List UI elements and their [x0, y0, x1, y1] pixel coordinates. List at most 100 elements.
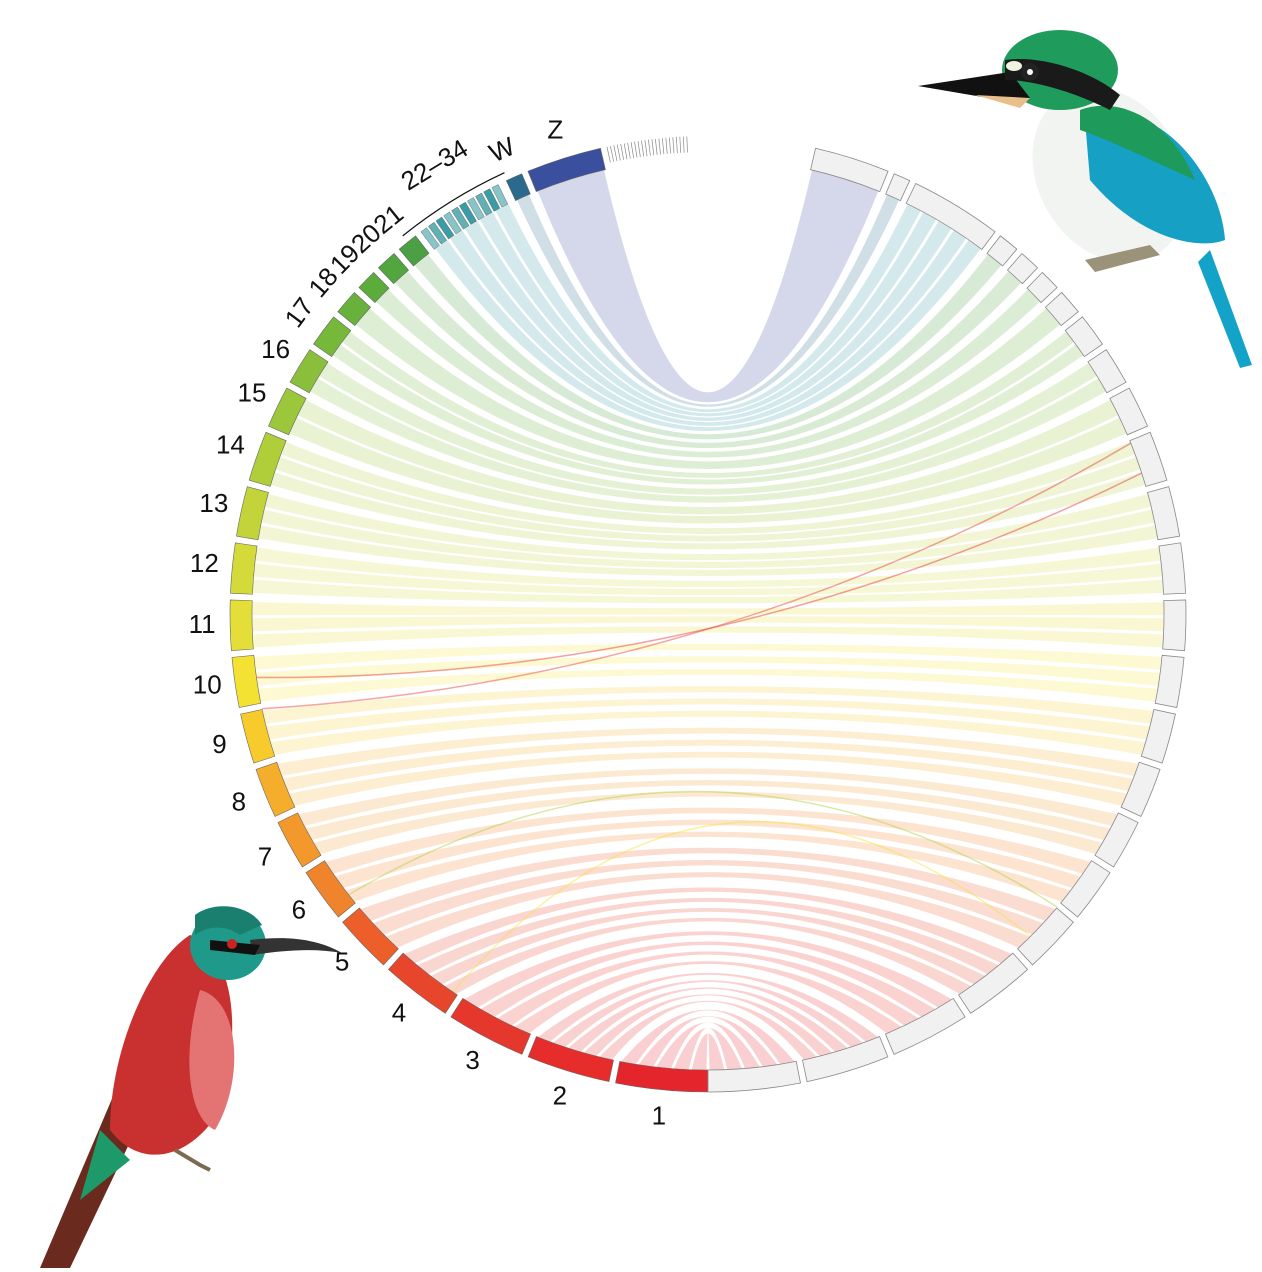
scaffold-tick: [686, 136, 688, 153]
partner-segment: [958, 952, 1029, 1014]
scaffold-tick: [655, 138, 658, 155]
partner-segment: [810, 147, 889, 193]
link-thread: [256, 472, 1143, 679]
partner-segment: [1147, 486, 1181, 541]
chromosome-segment: [435, 216, 455, 240]
partner-segment: [1154, 654, 1185, 709]
chromosome-segment: [459, 201, 477, 225]
chromosome-label: 2: [553, 1081, 567, 1111]
chromosome-segment: [236, 486, 269, 541]
chromosome-segment: [337, 292, 372, 327]
partner-segment: [1087, 349, 1127, 394]
link-ribbon: [251, 601, 1165, 616]
chromosome-segment: [505, 173, 531, 201]
chromosome-segment: [289, 349, 329, 394]
chromosome-label: 9: [212, 729, 226, 759]
scaffold-tick: [651, 139, 655, 156]
bee-eater-illustration: [40, 906, 342, 1268]
scaffold-tick: [675, 137, 678, 154]
chromosome-label: W: [484, 131, 519, 169]
chromosome-segment: [378, 253, 409, 285]
chromosome-segment: [313, 316, 352, 357]
chromosome-segment: [229, 599, 254, 652]
partner-segment: [1026, 271, 1058, 304]
scaffold-tick: [606, 146, 611, 163]
chromosome-label: 6: [292, 895, 306, 925]
chromosome-label: 12: [190, 548, 219, 578]
link-ribbon: [637, 1015, 779, 1068]
link-thread: [261, 442, 1132, 710]
scaffold-tick: [644, 140, 648, 157]
chromosome-label: 4: [392, 998, 406, 1028]
chromosome-segment: [398, 235, 430, 267]
chromosome-label: 15: [238, 378, 267, 408]
chromosome-segment: [475, 192, 493, 216]
partner-segment: [1060, 860, 1111, 918]
partner-segment: [1140, 709, 1176, 764]
chromosome-label: 17: [278, 292, 319, 333]
scaffold-tick: [630, 142, 635, 159]
chromosome-segment: [342, 907, 399, 966]
chromosome-label: 10: [193, 669, 222, 699]
chromosome-label: 14: [216, 430, 245, 460]
chromosome-segment: [305, 860, 356, 918]
partner-segment: [1006, 252, 1039, 285]
partner-segment: [1162, 599, 1187, 652]
chromosome-segment: [467, 197, 485, 221]
scaffold-tick: [620, 143, 624, 160]
chromosome-segment: [428, 221, 447, 245]
chromosome-segment: [491, 184, 509, 208]
chromosome-segment: [230, 542, 258, 595]
partner-segment: [707, 1060, 801, 1093]
partner-segment: [1017, 907, 1074, 966]
scaffold-tick: [648, 139, 651, 156]
scaffold-tick: [679, 136, 682, 153]
chromosome-label: 16: [261, 334, 290, 364]
chromosome-label: 3: [465, 1045, 479, 1075]
scaffold-tick: [662, 138, 665, 155]
scaffold-tick: [641, 140, 645, 157]
partner-segment: [986, 235, 1018, 267]
chromosome-segment: [358, 271, 390, 303]
chromosome-segment: [277, 812, 322, 868]
scaffold-tick: [668, 137, 671, 154]
chromosome-label: 11: [189, 609, 216, 639]
scaffold-tick: [610, 145, 615, 162]
chromosome-label: 13: [199, 488, 228, 518]
chromosome-segment: [248, 431, 287, 487]
chromosome-segment: [240, 709, 276, 764]
link-ribbon: [257, 668, 1159, 703]
chromosome-label: Z: [547, 114, 563, 144]
partner-segment: [885, 173, 911, 202]
chromosome-segment: [615, 1061, 709, 1093]
chromosome-segment: [268, 387, 307, 436]
chromosome-ring: [229, 136, 1187, 1093]
chromosome-segment: [451, 206, 470, 230]
scaffold-tick: [634, 141, 638, 158]
label-bracket: [402, 172, 505, 237]
partner-segment: [905, 182, 996, 250]
chromosome-segment: [527, 147, 606, 192]
link-thread: [452, 821, 1031, 993]
scaffold-tick: [613, 145, 618, 162]
chromosome-label: 5: [335, 946, 349, 976]
scaffold-tick: [637, 141, 641, 158]
chromosome-segment: [255, 761, 296, 817]
scaffold-tick: [627, 142, 631, 159]
chromosome-segment: [527, 1036, 614, 1082]
chromosome-label: 22–34: [396, 133, 473, 196]
chromosome-segment: [483, 188, 501, 212]
chromosome-label: 7: [258, 841, 272, 871]
partner-segment: [1120, 761, 1161, 818]
chromosome-label: 8: [232, 787, 246, 817]
partner-segment: [1109, 387, 1149, 436]
chromosome-segment: [450, 998, 531, 1055]
partner-segment: [1064, 316, 1104, 358]
synteny-links: [251, 169, 1165, 1071]
partner-segment: [884, 997, 966, 1055]
scaffold-tick: [623, 143, 628, 160]
partner-segment: [1094, 812, 1139, 868]
scaffold-tick: [665, 137, 668, 154]
